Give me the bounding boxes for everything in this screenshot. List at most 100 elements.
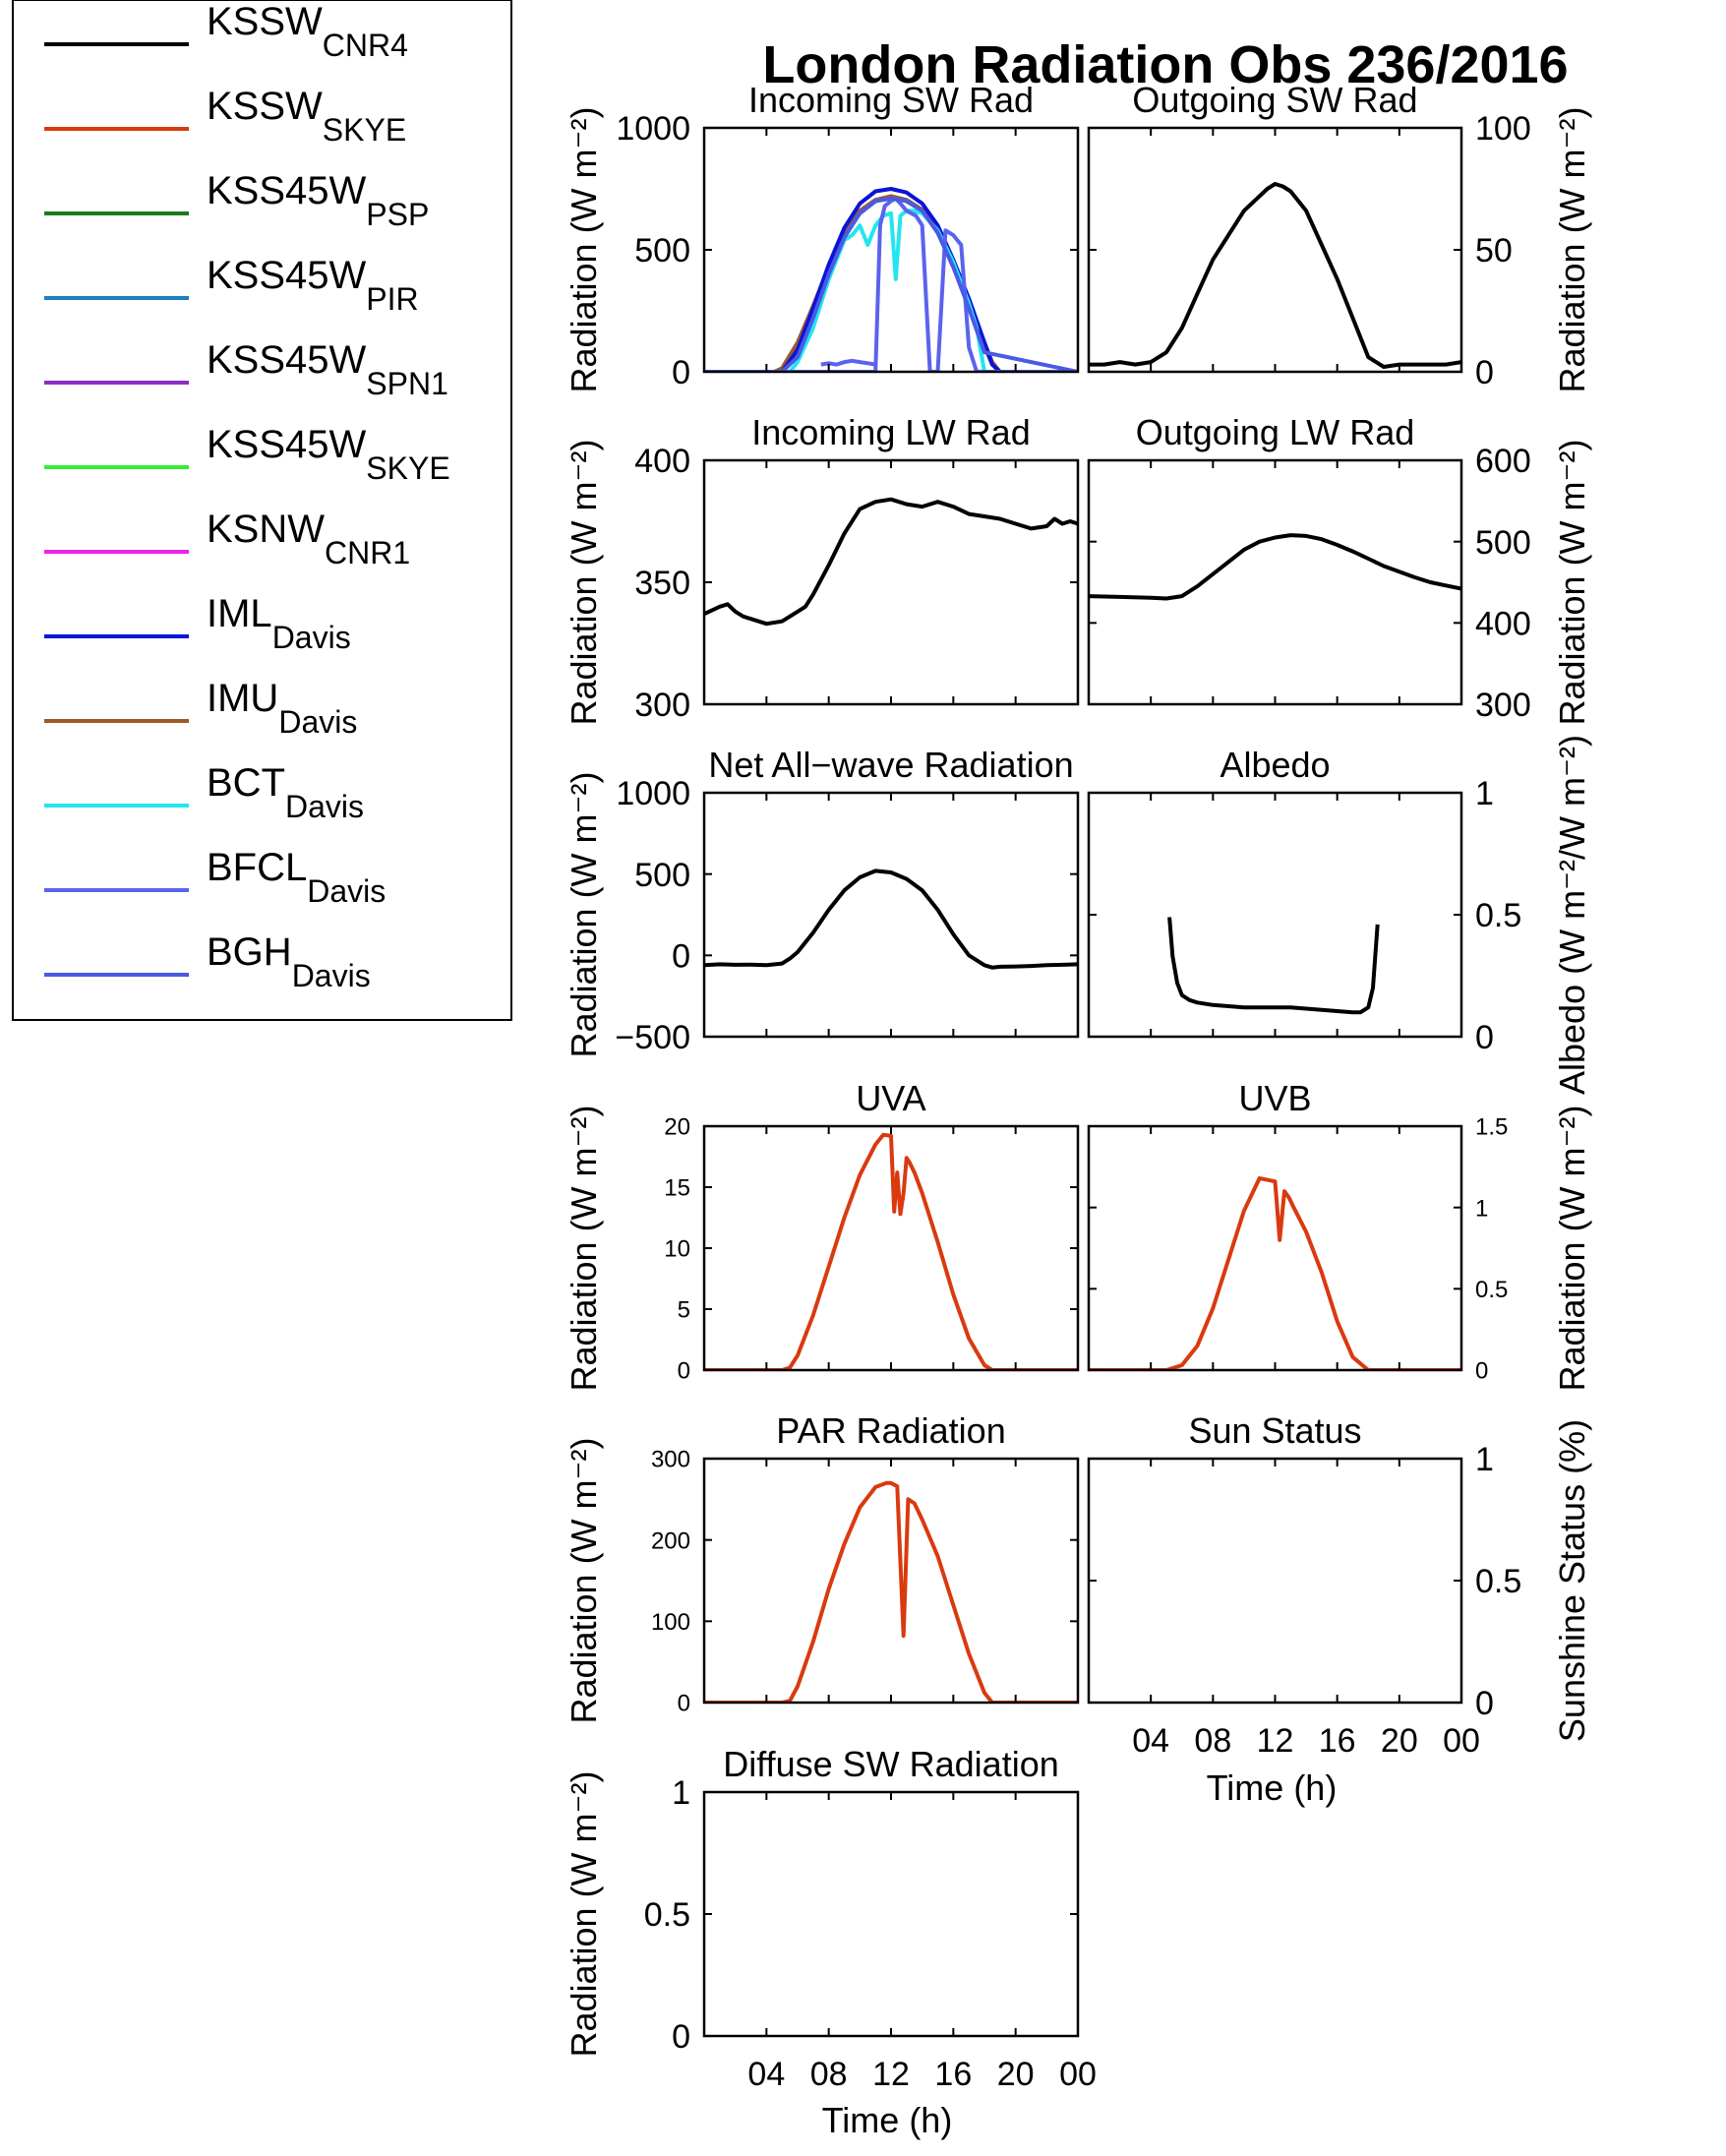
legend-label-name: KSSW xyxy=(207,85,323,128)
y-tick-label: 0 xyxy=(1475,1019,1494,1056)
y-axis-label: Albedo (W m⁻²/W m⁻²) xyxy=(1552,735,1592,1095)
legend-label: KSS45WSKYE xyxy=(207,423,450,486)
legend-label-name: BGH xyxy=(207,930,292,974)
y-tick-label: 0 xyxy=(1475,354,1494,391)
x-tick-label: 20 xyxy=(997,2056,1035,2093)
y-tick-label: 600 xyxy=(1475,443,1531,480)
legend: KSSWCNR4KSSWSKYEKSS45WPSPKSS45WPIRKSS45W… xyxy=(12,0,512,1021)
plot-area xyxy=(704,460,1078,704)
y-tick-label: 200 xyxy=(651,1527,690,1554)
legend-label-subscript: SKYE xyxy=(366,450,449,486)
series-group xyxy=(1089,1175,1461,1370)
legend-label-subscript: Davis xyxy=(292,958,371,993)
chart-panel: 0 0.5 1 04 08 12 16 20 00 Diffuse SW Radiation Rad… xyxy=(564,1744,1097,2093)
x-tick-label: 12 xyxy=(1257,1722,1294,1760)
y-tick-label: 50 xyxy=(1475,232,1513,270)
x-tick-label: 08 xyxy=(810,2056,848,2093)
legend-label-subscript: Davis xyxy=(278,704,357,740)
legend-label-name: BFCL xyxy=(207,846,307,889)
legend-item: KSSWSKYE xyxy=(44,85,406,148)
y-tick-label: 1 xyxy=(1475,1441,1494,1478)
y-tick-label: 0 xyxy=(672,938,690,976)
legend-item: KSS45WSPN1 xyxy=(44,338,448,401)
legend-label-subscript: PIR xyxy=(366,281,418,317)
legend-item: IMLDavis xyxy=(44,592,351,655)
y-tick-label: −500 xyxy=(615,1019,690,1056)
legend-label-subscript: PSP xyxy=(366,197,429,232)
x-tick-label: 04 xyxy=(747,2056,785,2093)
y-tick-label: 0 xyxy=(678,1358,690,1385)
panel-title: Outgoing SW Rad xyxy=(1132,80,1417,120)
y-axis-label: Radiation (W m⁻²) xyxy=(1552,1105,1592,1391)
plot-area xyxy=(1089,128,1461,372)
legend-item: BGHDavis xyxy=(44,930,371,993)
series-line xyxy=(704,1132,1078,1370)
panel-title: Net All−wave Radiation xyxy=(708,745,1073,785)
legend-label-name: KSS45W xyxy=(207,254,367,297)
plot-area xyxy=(1089,1126,1461,1370)
chart-panel: 0 0.5 1 Albedo Albedo (W m⁻²/W m⁻²) xyxy=(1087,735,1592,1095)
plot-area xyxy=(704,793,1078,1037)
chart-panel: 300 350 400 Incoming LW Rad Radiation (W m⁻²… xyxy=(564,412,1080,726)
x-tick-label: 08 xyxy=(1194,1722,1231,1760)
plot-area xyxy=(704,1792,1078,2036)
legend-label-name: IMU xyxy=(207,677,278,720)
legend-label-subscript: CNR1 xyxy=(325,535,410,570)
y-axis-label: Radiation (W m⁻²) xyxy=(564,1437,604,1723)
series-group xyxy=(1167,917,1380,1015)
series-group xyxy=(704,1480,1078,1703)
series-line xyxy=(1089,533,1461,601)
legend-label: BCTDavis xyxy=(207,761,364,824)
y-tick-label: 300 xyxy=(1475,687,1531,724)
y-tick-label: 500 xyxy=(1475,524,1531,562)
y-tick-label: 500 xyxy=(634,857,690,894)
y-axis-label: Radiation (W m⁻²) xyxy=(564,771,604,1057)
y-tick-label: 10 xyxy=(664,1236,690,1263)
plot-area xyxy=(1089,1459,1461,1703)
plot-area xyxy=(704,1459,1078,1703)
y-tick-label: 300 xyxy=(634,687,690,724)
series-line xyxy=(820,358,876,367)
panel-title: Albedo xyxy=(1220,745,1330,785)
x-tick-label: 04 xyxy=(1132,1722,1169,1760)
legend-label-name: KSS45W xyxy=(207,423,367,466)
legend-item: KSS45WSKYE xyxy=(44,423,450,486)
y-tick-label: 1000 xyxy=(616,775,690,812)
x-axis-label-right: Time (h) xyxy=(1207,1767,1338,1808)
legend-item: KSSWCNR4 xyxy=(44,0,408,63)
series-group xyxy=(704,497,1078,627)
legend-label-subscript: Davis xyxy=(307,873,386,909)
legend-item: BFCLDavis xyxy=(44,846,386,909)
y-tick-label: 1 xyxy=(1475,1195,1488,1222)
series-line xyxy=(1089,182,1461,369)
legend-label: BGHDavis xyxy=(207,930,371,993)
legend-label: KSSWSKYE xyxy=(207,85,406,148)
panel-title: UVA xyxy=(856,1078,925,1118)
x-tick-label: 00 xyxy=(1443,1722,1480,1760)
plot-area xyxy=(1089,460,1461,704)
x-tick-label: 20 xyxy=(1381,1722,1418,1760)
y-tick-label: 0 xyxy=(1475,1358,1488,1385)
x-tick-label: 00 xyxy=(1059,2056,1097,2093)
y-tick-label: 100 xyxy=(1475,110,1531,148)
legend-label-subscript: Davis xyxy=(285,789,364,824)
y-tick-label: 0.5 xyxy=(1475,1563,1521,1600)
series-line xyxy=(704,196,1078,372)
plot-area xyxy=(1089,793,1461,1037)
chart-panel: 0 100 200 300 PAR Radiation Radiation (W m⁻²) xyxy=(564,1410,1080,1724)
y-tick-label: 350 xyxy=(634,565,690,602)
y-axis-label: Radiation (W m⁻²) xyxy=(564,1105,604,1391)
series-line xyxy=(704,497,1078,627)
y-tick-label: 500 xyxy=(634,232,690,270)
y-tick-label: 300 xyxy=(651,1447,690,1473)
y-tick-label: 0.5 xyxy=(644,1896,690,1934)
legend-label-subscript: CNR4 xyxy=(323,28,408,63)
chart-panel: 0 0.5 1 04 08 12 16 20 00 Sun Status Sunshine Stat… xyxy=(1087,1410,1592,1760)
y-tick-label: 1000 xyxy=(616,110,690,148)
legend-label: IMUDavis xyxy=(207,677,357,740)
legend-label: KSS45WSPN1 xyxy=(207,338,448,401)
legend-items: KSSWCNR4KSSWSKYEKSS45WPSPKSS45WPIRKSS45W… xyxy=(44,0,450,993)
series-line xyxy=(704,187,1078,372)
y-tick-label: 0 xyxy=(678,1691,690,1717)
